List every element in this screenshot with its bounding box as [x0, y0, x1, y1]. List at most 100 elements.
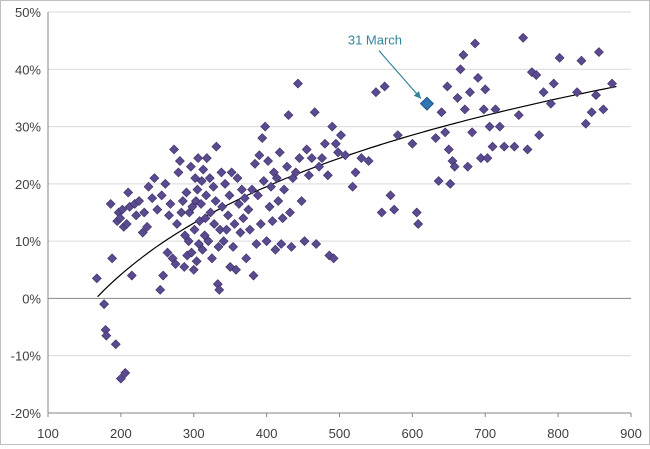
- data-point: [121, 219, 132, 229]
- y-tick-label: 10%: [15, 234, 41, 249]
- data-point: [293, 78, 303, 89]
- x-tick-label: 700: [474, 426, 496, 441]
- data-point: [311, 239, 322, 249]
- data-point: [554, 52, 565, 63]
- data-point: [576, 55, 587, 66]
- data-point: [186, 247, 197, 258]
- data-point: [229, 219, 240, 229]
- data-point: [336, 130, 346, 141]
- data-point: [266, 181, 276, 192]
- data-point: [239, 193, 250, 204]
- data-point: [181, 187, 192, 198]
- data-point: [273, 196, 284, 206]
- data-point: [322, 170, 333, 181]
- data-point: [165, 198, 176, 209]
- data-point: [193, 153, 204, 164]
- data-point: [301, 144, 312, 155]
- data-point: [156, 190, 167, 201]
- data-point: [131, 210, 142, 221]
- data-point: [482, 153, 493, 164]
- trendline: [97, 85, 617, 298]
- data-point: [188, 264, 199, 275]
- data-point: [185, 161, 196, 172]
- data-point: [487, 141, 498, 152]
- data-point: [201, 153, 212, 164]
- data-point: [286, 241, 297, 252]
- data-point: [247, 184, 257, 195]
- data-point: [480, 84, 491, 95]
- data-point: [173, 167, 184, 178]
- data-point: [411, 207, 422, 218]
- data-point: [467, 127, 478, 138]
- data-point: [267, 216, 278, 227]
- data-point: [196, 198, 206, 209]
- data-point: [198, 164, 209, 175]
- data-point: [158, 270, 169, 281]
- data-point: [274, 147, 285, 158]
- data-point: [470, 38, 480, 49]
- data-point: [179, 261, 190, 272]
- data-point: [283, 110, 294, 121]
- data-point: [169, 144, 179, 155]
- data-point: [99, 299, 110, 310]
- data-point: [407, 138, 418, 149]
- data-point: [264, 201, 275, 212]
- data-point: [137, 227, 148, 238]
- data-point: [299, 236, 310, 247]
- x-tick-label: 900: [620, 426, 642, 441]
- data-point: [580, 118, 591, 129]
- data-point: [214, 284, 225, 295]
- data-point: [327, 121, 338, 132]
- data-point: [200, 213, 211, 224]
- data-point: [440, 127, 451, 138]
- data-point: [126, 270, 137, 281]
- y-tick-label: -10%: [11, 349, 42, 364]
- data-point: [197, 244, 208, 255]
- data-point: [594, 47, 604, 58]
- data-point: [522, 144, 533, 155]
- data-point: [235, 227, 246, 238]
- data-point: [499, 141, 510, 152]
- annotation-arrowhead: [413, 91, 421, 99]
- data-point: [120, 367, 131, 378]
- data-point: [484, 121, 495, 132]
- x-tick-label: 100: [37, 426, 59, 441]
- annotation-group: 31 March: [348, 33, 422, 100]
- data-point: [205, 207, 216, 218]
- data-point: [107, 253, 118, 264]
- data-point: [363, 156, 374, 166]
- data-point: [164, 210, 174, 221]
- data-point: [509, 141, 520, 152]
- axes: [47, 12, 632, 417]
- data-point: [224, 190, 235, 201]
- data-point: [258, 176, 269, 186]
- data-point: [211, 141, 222, 152]
- data-point: [465, 87, 475, 98]
- data-point: [134, 196, 145, 206]
- data-point: [449, 161, 460, 172]
- data-point: [210, 196, 221, 206]
- annotation-label: 31 March: [348, 33, 402, 48]
- data-point: [303, 170, 314, 181]
- data-point: [105, 198, 116, 209]
- y-tick-label: 0%: [22, 291, 41, 306]
- data-points: [91, 32, 617, 384]
- trendline-group: [97, 85, 617, 298]
- data-point: [172, 219, 182, 229]
- data-point: [142, 221, 153, 232]
- x-tick-label: 400: [256, 426, 278, 441]
- data-point: [458, 50, 469, 60]
- data-point: [176, 207, 187, 218]
- x-tick-label: 200: [110, 426, 132, 441]
- data-point: [101, 330, 112, 341]
- data-point: [598, 104, 609, 115]
- data-point: [279, 184, 290, 195]
- data-point: [216, 167, 227, 178]
- data-point: [191, 256, 202, 267]
- data-point: [455, 64, 466, 75]
- data-point: [478, 104, 489, 115]
- data-point: [115, 213, 126, 224]
- data-point: [314, 161, 325, 172]
- data-point: [177, 196, 188, 206]
- data-point: [513, 110, 524, 121]
